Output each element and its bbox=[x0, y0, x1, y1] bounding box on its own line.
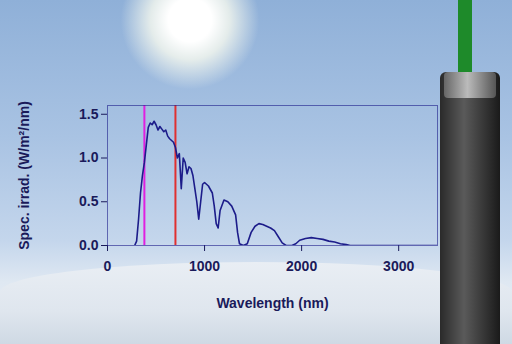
svg-text:0: 0 bbox=[104, 258, 112, 274]
svg-text:0.5: 0.5 bbox=[79, 193, 99, 209]
svg-text:0.0: 0.0 bbox=[79, 237, 99, 253]
svg-text:1.5: 1.5 bbox=[79, 106, 99, 122]
svg-text:1000: 1000 bbox=[189, 258, 220, 274]
svg-text:Spec. irrad. (W/m²/nm): Spec. irrad. (W/m²/nm) bbox=[16, 101, 32, 250]
svg-text:1.0: 1.0 bbox=[79, 149, 99, 165]
svg-text:2000: 2000 bbox=[286, 258, 317, 274]
svg-text:Wavelength (nm): Wavelength (nm) bbox=[216, 295, 328, 311]
svg-text:3000: 3000 bbox=[383, 258, 414, 274]
